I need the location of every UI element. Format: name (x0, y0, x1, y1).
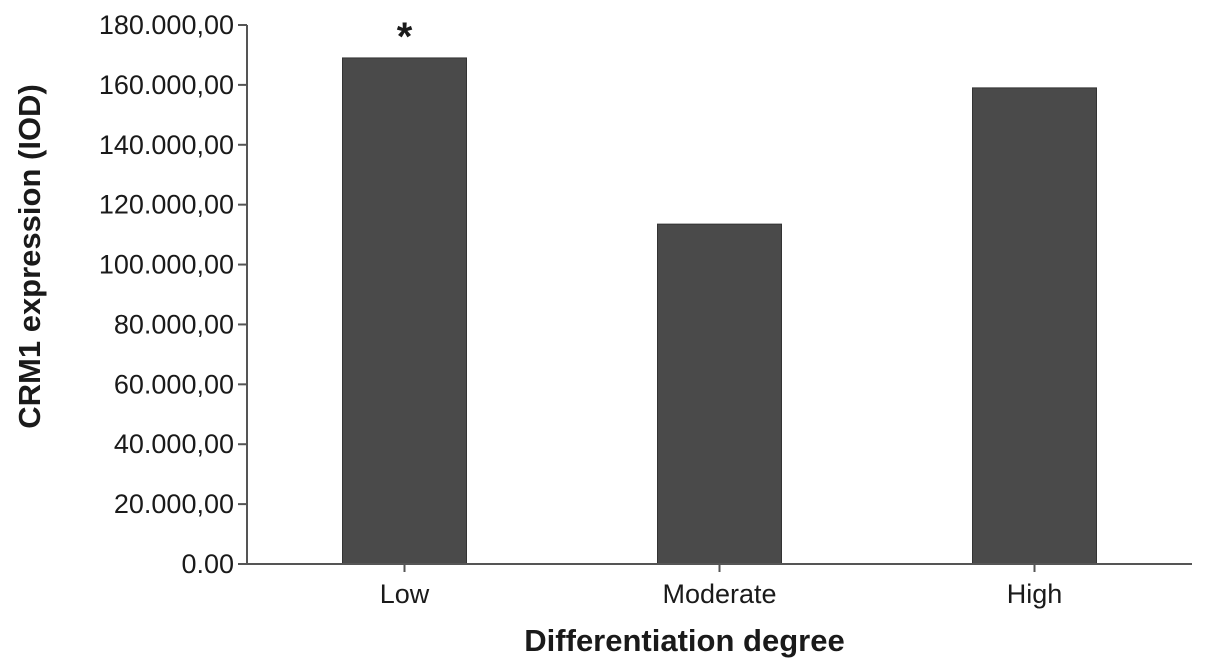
y-tick-label: 20.000,00 (114, 489, 234, 519)
y-tick-label: 140.000,00 (99, 130, 234, 160)
y-axis-title: CRM1 expression (IOD) (12, 84, 47, 429)
y-tick-label: 180.000,00 (99, 10, 234, 40)
y-tick-label: 160.000,00 (99, 70, 234, 100)
bar-moderate (657, 223, 782, 565)
bar-high (972, 87, 1097, 565)
bar-low (342, 57, 467, 565)
x-axis-tick-labels: Low Moderate High (380, 564, 1063, 609)
y-tick-label: 0.00 (181, 549, 234, 579)
significance-marker: * (397, 15, 413, 59)
y-axis-ticks: 0.00 20.000,00 40.000,00 60.000,00 80.000,00… (99, 10, 247, 579)
y-tick-label: 40.000,00 (114, 429, 234, 459)
annotations: * (397, 15, 413, 59)
x-tick-label: Low (380, 579, 430, 609)
bars (342, 57, 1097, 565)
y-tick-label: 80.000,00 (114, 309, 234, 339)
y-tick-label: 100.000,00 (99, 250, 234, 280)
x-tick-label: High (1007, 579, 1063, 609)
y-tick-label: 60.000,00 (114, 369, 234, 399)
y-tick-label: 120.000,00 (99, 190, 234, 220)
x-tick-label: Moderate (662, 579, 776, 609)
x-axis-title: Differentiation degree (524, 623, 844, 658)
